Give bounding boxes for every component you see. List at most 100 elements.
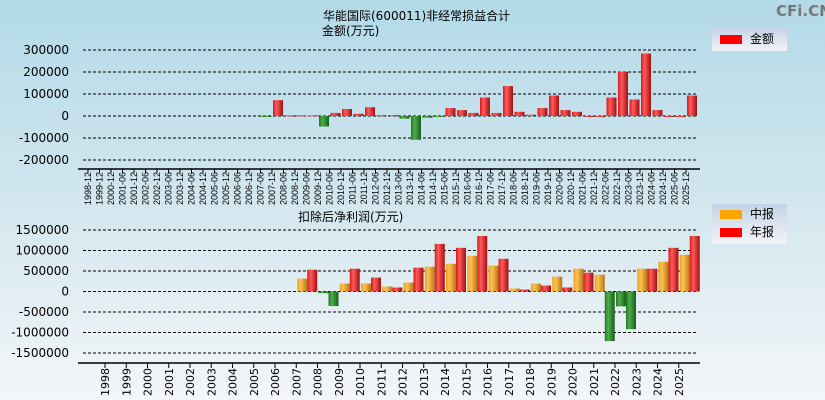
bottom-bar-annual [434,243,445,292]
top-bar [273,100,283,116]
top-xtick-label: 2016-06 [463,172,473,205]
top-xtick-label: 2006-12 [244,172,254,205]
bottom-bar-annual [477,235,488,292]
legend-label: 年报 [750,225,775,239]
top-bar [388,115,398,117]
bottom-xtick-label: 2025 [673,368,686,396]
top-xtick-label: 2024-12 [658,172,668,205]
bottom-bar-annual [456,247,466,292]
bottom-xtick-label: 1998 [99,368,112,396]
top-xtick-label: 2015-06 [440,172,450,205]
bottom-xtick-label: 2004 [227,368,240,396]
bottom-bar-interim [488,265,499,292]
top-xtick-label: 2007-12 [267,172,277,205]
top-ytick-label: 0 [61,109,69,123]
top-xtick-label: 1998-12 [83,172,93,205]
top-bar [595,116,605,117]
top-xtick-label: 2019-12 [543,172,553,205]
top-bar [319,116,329,127]
bottom-bar-interim [382,286,393,292]
legend-item-annual: 年报 [720,225,774,239]
top-bar [549,95,559,116]
bottom-xtick-label: 2020 [567,368,580,396]
top-bar [491,112,502,116]
bottom-xtick-label: 2012 [397,368,410,396]
top-bar [468,112,479,116]
top-xtick-label: 2010-12 [336,172,346,205]
bottom-xtick-label: 2015 [460,368,473,396]
top-xtick-label: 2009-12 [313,172,323,205]
legend-label: 金额 [750,32,775,46]
top-bar [618,71,628,116]
top-xtick-label: 2008-06 [279,172,289,205]
top-bar [353,113,364,116]
top-xtick-label: 2003-06 [164,172,174,205]
top-xtick-label: 2023-06 [624,172,634,205]
top-xtick-label: 2020-06 [555,172,565,205]
top-xtick-label: 2022-06 [601,172,611,205]
bottom-xtick-label: 2007 [290,368,303,396]
bottom-bar-interim [531,283,541,292]
bottom-bar-interim [616,291,626,307]
bottom-chart-title: 扣除后净利润(万元) [298,210,404,224]
bottom-xtick-label: 2023 [630,368,643,396]
top-bar [583,116,594,117]
top-xtick-label: 2005-12 [221,172,231,205]
bottom-bar-interim [594,274,605,292]
bottom-ytick-label: 0 [61,285,69,299]
legend-item-amount: 金额 [720,32,774,46]
top-xtick-label: 2025-06 [670,172,680,205]
bottom-bar-annual [392,287,403,292]
bottom-bar-interim [361,283,371,292]
top-bar [629,99,640,116]
bottom-bar-interim [658,261,669,292]
bottom-bar-annual [626,291,636,330]
legend-swatch [720,210,742,219]
top-bar [434,116,444,117]
bottom-bar-interim [573,268,584,292]
top-legend: 金额 [712,27,787,51]
bottom-bar-annual [519,289,530,292]
bottom-xtick-label: 2001 [163,368,176,396]
bottom-bar-annual [349,268,360,292]
top-xtick-label: 2022-12 [612,172,622,205]
bottom-bar-annual [668,247,679,292]
top-bar [664,116,674,117]
bottom-xtick-label: 2011 [375,368,388,396]
top-xtick-label: 2014-06 [417,172,427,205]
bottom-ytick-label: -1500000 [11,346,69,360]
top-bar [376,115,387,117]
bottom-xtick-label: 2000 [142,368,155,396]
legend-swatch [720,228,742,237]
bottom-xtick-label: 2021 [588,368,601,396]
top-bar [399,116,410,119]
bottom-bar-interim [552,276,563,292]
bottom-bar-annual [689,235,700,292]
top-xtick-label: 2024-06 [647,172,657,205]
bottom-bar-interim [318,291,329,294]
top-xtick-label: 2012-12 [382,172,392,205]
bottom-xtick-label: 2010 [354,368,367,396]
top-xtick-label: 2010-06 [325,172,335,205]
top-ytick-label: 300000 [23,43,69,57]
top-bar [687,95,697,116]
bottom-bar-interim [446,263,456,292]
bottom-xtick-label: 2024 [652,368,665,396]
top-xtick-label: 2006-06 [233,172,243,205]
top-xtick-label: 2003-12 [175,172,185,205]
top-xtick-label: 2020-12 [566,172,576,205]
bottom-ytick-label: 500000 [23,264,69,278]
bottom-bar-interim [509,288,520,292]
bottom-ytick-label: 1500000 [16,223,69,237]
bottom-bar-annual [371,277,381,292]
bottom-xtick-label: 2018 [524,368,537,396]
bottom-bar-annual [413,267,424,292]
top-xtick-label: 2021-12 [589,172,599,205]
bottom-legend: 中报 年报 [712,204,787,244]
top-xtick-label: 2005-06 [210,172,220,205]
top-xtick-label: 2007-06 [256,172,266,205]
top-bar [457,110,467,116]
top-xtick-label: 2011-12 [359,172,369,204]
top-xtick-label: 2004-06 [187,172,197,205]
